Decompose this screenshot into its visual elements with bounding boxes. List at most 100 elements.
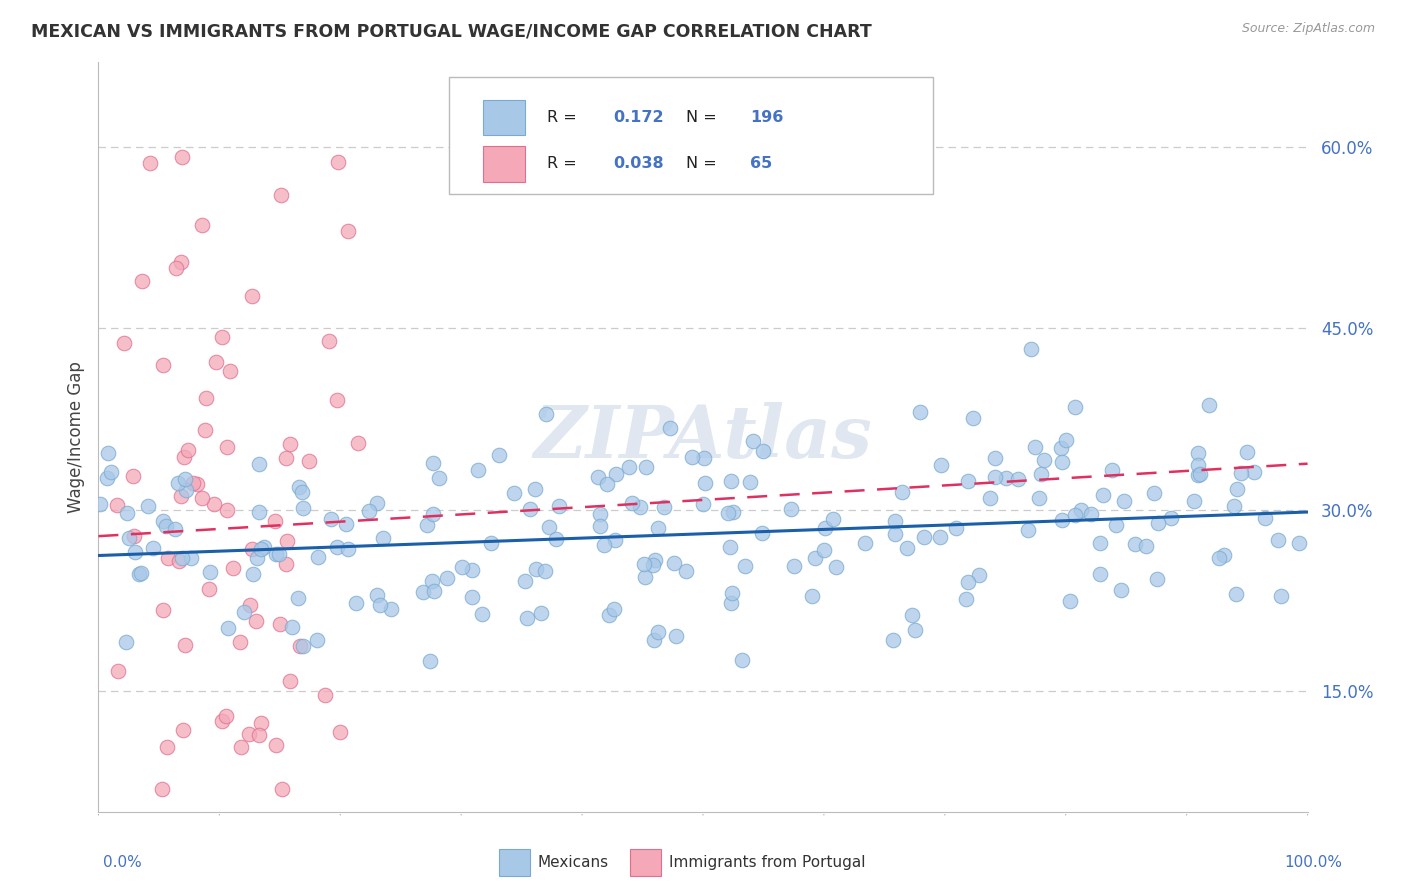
Point: [264, 515, 287, 529]
Point: [1101, 463, 1123, 477]
Point: [524, 562, 547, 576]
Point: [380, 602, 402, 616]
Point: [298, 454, 321, 468]
Point: [307, 550, 329, 565]
Point: [634, 570, 657, 584]
Text: N =: N =: [686, 156, 717, 171]
Point: [117, 506, 139, 520]
Point: [595, 477, 617, 491]
Point: [979, 491, 1001, 505]
Point: [957, 574, 980, 589]
Point: [359, 504, 381, 518]
Point: [1007, 472, 1029, 486]
Point: [1114, 494, 1136, 508]
Point: [337, 224, 360, 238]
Point: [912, 530, 935, 544]
Point: [326, 155, 349, 169]
Point: [908, 404, 931, 418]
Point: [1054, 433, 1077, 447]
Point: [245, 614, 267, 628]
Point: [366, 588, 388, 602]
Point: [366, 496, 388, 510]
Point: [233, 606, 256, 620]
Point: [752, 444, 775, 458]
Point: [731, 653, 754, 667]
Point: [131, 566, 153, 581]
Point: [346, 596, 368, 610]
Point: [239, 599, 262, 613]
Point: [181, 476, 204, 491]
Point: [751, 526, 773, 541]
Point: [266, 547, 288, 561]
Point: [124, 545, 146, 559]
Text: Immigrants from Portugal: Immigrants from Portugal: [669, 855, 866, 870]
Point: [720, 597, 742, 611]
Point: [1267, 533, 1289, 547]
Text: N =: N =: [686, 110, 717, 125]
Point: [586, 470, 609, 484]
Point: [1028, 491, 1050, 506]
Point: [634, 460, 657, 475]
Point: [955, 592, 977, 607]
Point: [167, 476, 190, 491]
Text: Source: ZipAtlas.com: Source: ZipAtlas.com: [1241, 22, 1375, 36]
Point: [436, 571, 458, 585]
Point: [1091, 487, 1114, 501]
Point: [291, 639, 314, 653]
Point: [589, 507, 612, 521]
Point: [198, 565, 221, 579]
Point: [1031, 467, 1053, 482]
Point: [1059, 593, 1081, 607]
Point: [416, 518, 439, 533]
Point: [720, 474, 742, 488]
Point: [1230, 466, 1253, 480]
Point: [269, 547, 291, 561]
Point: [217, 621, 239, 635]
Point: [172, 551, 194, 566]
Point: [1064, 400, 1087, 414]
Point: [900, 607, 922, 622]
Point: [693, 450, 716, 465]
Point: [186, 477, 208, 491]
Point: [427, 471, 450, 485]
Point: [89, 497, 111, 511]
Point: [1226, 483, 1249, 497]
Point: [156, 550, 179, 565]
Point: [152, 358, 174, 372]
Point: [422, 507, 444, 521]
Point: [891, 484, 914, 499]
Point: [738, 475, 761, 489]
Point: [250, 541, 273, 556]
Point: [662, 556, 685, 570]
Point: [1187, 468, 1209, 483]
Point: [1050, 441, 1073, 455]
Point: [628, 500, 651, 514]
Point: [371, 531, 394, 545]
Point: [326, 392, 349, 407]
Point: [422, 583, 444, 598]
Point: [652, 500, 675, 514]
Point: [519, 501, 541, 516]
Point: [115, 634, 138, 648]
Point: [96, 471, 118, 485]
Point: [318, 334, 340, 349]
Point: [218, 364, 240, 378]
Point: [488, 448, 510, 462]
Point: [205, 355, 228, 369]
Point: [461, 590, 484, 604]
Point: [721, 505, 744, 519]
Point: [195, 392, 218, 406]
Point: [194, 423, 217, 437]
Point: [242, 542, 264, 557]
Point: [801, 589, 824, 603]
Point: [593, 538, 616, 552]
Point: [984, 470, 1007, 484]
Point: [782, 559, 804, 574]
Point: [202, 497, 225, 511]
Point: [534, 564, 557, 578]
Point: [530, 607, 553, 621]
Point: [823, 512, 845, 526]
Point: [1033, 453, 1056, 467]
Point: [240, 289, 263, 303]
Point: [128, 566, 150, 581]
